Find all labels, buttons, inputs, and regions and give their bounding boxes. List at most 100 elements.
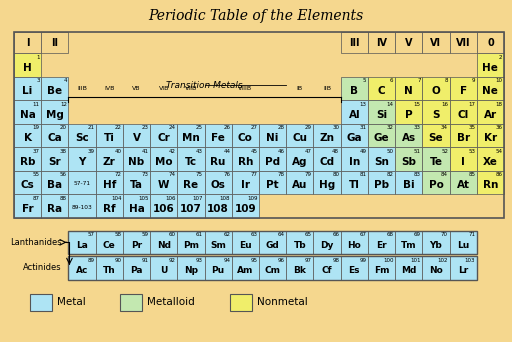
Bar (395, 147, 422, 171)
Bar (14, 77, 41, 100)
Text: He: He (482, 63, 498, 73)
Text: 8: 8 (444, 78, 448, 83)
Text: 106: 106 (153, 204, 175, 214)
Bar (205, 124, 232, 147)
Text: 100: 100 (383, 258, 394, 263)
Bar (96, 194, 123, 218)
Text: Ag: Ag (292, 157, 308, 167)
Text: Transition Metals: Transition Metals (166, 81, 243, 90)
Text: 56: 56 (60, 172, 67, 177)
Text: Tc: Tc (185, 157, 197, 167)
Bar (286, 124, 313, 147)
Text: Mg: Mg (46, 110, 64, 120)
Text: 14: 14 (387, 102, 394, 107)
Text: 58: 58 (114, 232, 121, 237)
Text: No: No (429, 266, 443, 275)
Bar (232, 231, 259, 254)
Bar (422, 124, 450, 147)
Text: V: V (405, 38, 413, 48)
Bar (368, 256, 395, 279)
Bar (177, 256, 205, 279)
Text: 34: 34 (441, 125, 448, 130)
Text: Bk: Bk (293, 266, 306, 275)
Text: 42: 42 (169, 149, 176, 154)
Text: 104: 104 (111, 196, 121, 201)
Text: 40: 40 (114, 149, 121, 154)
Text: 0: 0 (487, 38, 494, 48)
Bar (340, 77, 368, 100)
Bar (14, 124, 41, 147)
Text: W: W (158, 180, 169, 190)
Bar (313, 147, 340, 171)
Text: 90: 90 (114, 258, 121, 263)
Bar (286, 256, 313, 279)
Bar (150, 171, 177, 194)
Text: Ra: Ra (47, 204, 62, 214)
Bar (340, 147, 368, 171)
Text: 78: 78 (278, 172, 285, 177)
Text: II: II (51, 38, 58, 48)
Text: VII: VII (456, 38, 471, 48)
Text: 77: 77 (250, 172, 258, 177)
Text: At: At (457, 180, 470, 190)
Text: 24: 24 (169, 125, 176, 130)
Text: 65: 65 (305, 232, 312, 237)
Text: Eu: Eu (239, 241, 252, 250)
Bar (123, 171, 150, 194)
Text: Fr: Fr (22, 204, 33, 214)
Text: 11: 11 (33, 102, 40, 107)
Text: 26: 26 (223, 125, 230, 130)
Text: Se: Se (429, 133, 443, 143)
Text: 91: 91 (142, 258, 148, 263)
Bar (368, 171, 395, 194)
Text: 66: 66 (332, 232, 339, 237)
Bar (96, 231, 123, 254)
Bar (230, 293, 252, 311)
Bar (41, 147, 69, 171)
Text: 107: 107 (193, 196, 203, 201)
Text: 86: 86 (496, 172, 502, 177)
Text: 16: 16 (441, 102, 448, 107)
Bar (205, 147, 232, 171)
Text: 25: 25 (196, 125, 203, 130)
Bar (422, 171, 450, 194)
Bar (150, 147, 177, 171)
Bar (259, 256, 286, 279)
Text: IVB: IVB (104, 86, 115, 91)
Text: Hg: Hg (319, 180, 335, 190)
Text: 38: 38 (60, 149, 67, 154)
Bar (177, 124, 205, 147)
Text: Gd: Gd (266, 241, 280, 250)
Bar (69, 231, 477, 254)
Text: U: U (160, 266, 167, 275)
Text: Ho: Ho (348, 241, 361, 250)
Text: I: I (461, 157, 465, 167)
Text: Nd: Nd (157, 241, 170, 250)
Text: Cl: Cl (458, 110, 469, 120)
Text: IB: IB (297, 86, 303, 91)
Text: 13: 13 (359, 102, 367, 107)
Text: 54: 54 (496, 149, 502, 154)
Bar (96, 171, 123, 194)
Bar (177, 231, 205, 254)
Text: Li: Li (23, 86, 33, 96)
Text: 20: 20 (60, 125, 67, 130)
Bar (477, 77, 504, 100)
Bar (422, 32, 450, 53)
Bar (395, 171, 422, 194)
Text: Ha: Ha (129, 204, 144, 214)
Bar (368, 124, 395, 147)
Text: Nb: Nb (129, 157, 144, 167)
Text: Pr: Pr (131, 241, 142, 250)
Text: 67: 67 (359, 232, 367, 237)
Text: 85: 85 (468, 172, 475, 177)
Bar (259, 147, 286, 171)
Text: B: B (350, 86, 358, 96)
Text: 57: 57 (87, 232, 94, 237)
Text: 97: 97 (305, 258, 312, 263)
Text: 69: 69 (414, 232, 421, 237)
Text: 93: 93 (196, 258, 203, 263)
Bar (232, 256, 259, 279)
Text: IIB: IIB (323, 86, 331, 91)
Bar (150, 256, 177, 279)
